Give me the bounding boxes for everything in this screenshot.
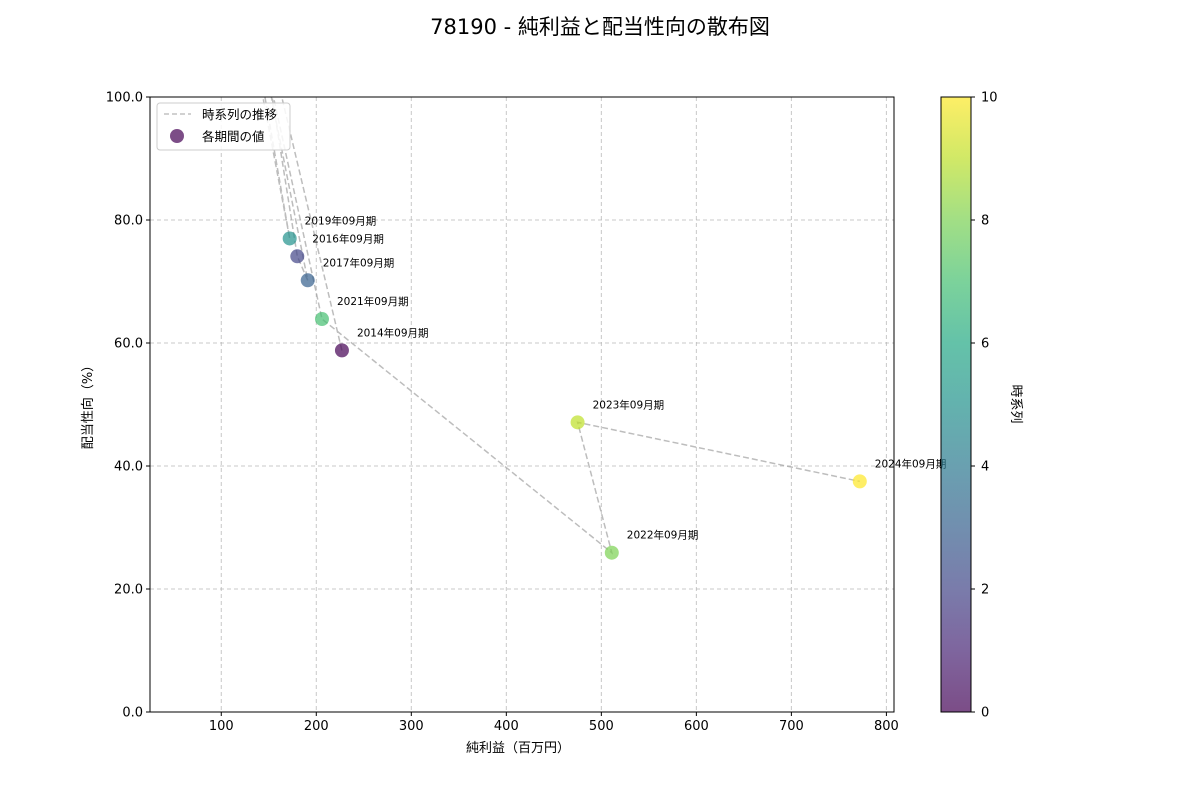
colorbar-gradient <box>941 97 971 712</box>
time-series-line <box>262 97 860 555</box>
colorbar: 0 2 4 6 8 10 時系列 <box>940 91 1023 721</box>
plot-area <box>150 97 894 712</box>
data-point-label: 2014年09月期 <box>357 326 429 339</box>
colorbar-label: 時系列 <box>1008 384 1023 423</box>
chart-title: 78190 - 純利益と配当性向の散布図 <box>430 15 770 39</box>
x-axis-ticks: 100 200 300 400 500 600 700 800 <box>209 712 899 734</box>
data-point-label: 2024年09月期 <box>875 457 947 470</box>
x-tick-label: 700 <box>779 719 804 734</box>
time-series-path <box>262 97 860 555</box>
legend-marker-swatch <box>170 129 184 143</box>
data-point-label: 2017年09月期 <box>323 256 395 269</box>
data-point <box>570 415 585 430</box>
legend-entry-values: 各期間の値 <box>202 129 265 144</box>
point-labels: 2014年09月期2015年09月期2016年09月期2017年09月期2019… <box>305 214 947 542</box>
colorbar-tick-label: 8 <box>981 214 989 229</box>
data-point <box>314 312 329 327</box>
colorbar-tick-label: 6 <box>981 337 989 352</box>
x-tick-label: 600 <box>684 719 709 734</box>
legend: 時系列の推移 各期間の値 <box>156 102 291 151</box>
data-point-label: 2021年09月期 <box>337 295 409 308</box>
colorbar-tick-label: 10 <box>981 91 998 106</box>
data-point-label: 2022年09月期 <box>627 529 699 542</box>
data-point <box>604 545 619 560</box>
x-tick-label: 300 <box>399 719 424 734</box>
data-point-label: 2023年09月期 <box>593 398 665 411</box>
colorbar-ticks: 0 2 4 6 8 10 <box>971 91 998 721</box>
data-point-label: 2016年09月期 <box>312 232 384 245</box>
x-tick-label: 200 <box>304 719 329 734</box>
data-point-label: 2019年09月期 <box>305 214 377 227</box>
x-tick-label: 400 <box>494 719 519 734</box>
y-tick-label: 20.0 <box>114 583 143 598</box>
y-axis-label: 配当性向（%） <box>80 359 96 449</box>
y-axis-ticks: 0.0 20.0 40.0 60.0 80.0 100.0 <box>106 91 150 721</box>
legend-entry-trend: 時系列の推移 <box>202 107 277 122</box>
data-point <box>290 249 305 264</box>
data-point <box>282 231 297 246</box>
x-tick-label: 500 <box>589 719 614 734</box>
data-point <box>334 343 349 358</box>
y-tick-label: 100.0 <box>106 91 143 106</box>
data-point <box>300 273 315 288</box>
colorbar-tick-label: 4 <box>981 460 989 475</box>
x-tick-label: 800 <box>874 719 899 734</box>
y-tick-label: 80.0 <box>114 214 143 229</box>
y-tick-label: 40.0 <box>114 460 143 475</box>
plot-frame <box>149 96 895 713</box>
data-points <box>282 231 867 560</box>
colorbar-frame <box>940 96 972 713</box>
y-tick-label: 0.0 <box>122 706 143 721</box>
x-axis-label: 純利益（百万円） <box>466 741 570 756</box>
data-point <box>852 474 867 489</box>
x-tick-label: 100 <box>209 719 234 734</box>
colorbar-tick-label: 0 <box>981 706 989 721</box>
colorbar-tick-label: 2 <box>981 583 989 598</box>
y-tick-label: 60.0 <box>114 337 143 352</box>
